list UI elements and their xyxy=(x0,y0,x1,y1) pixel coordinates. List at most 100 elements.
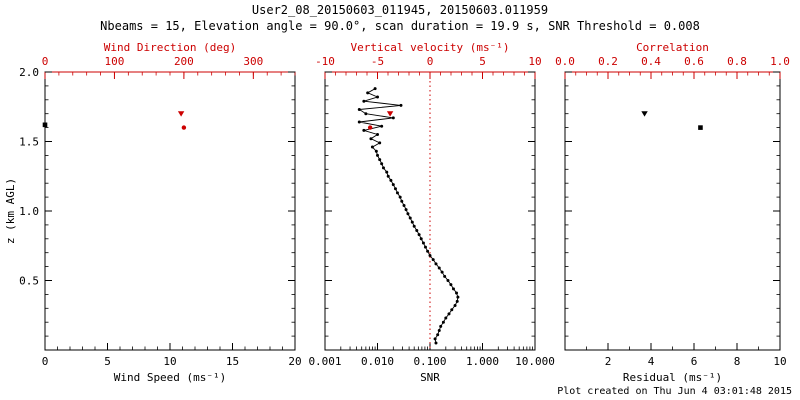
wind-direction-triangle-marker xyxy=(177,111,185,117)
snr-profile-marker xyxy=(421,241,425,245)
snr-profile-marker xyxy=(395,191,399,195)
residual-panel: 2 4 6 8 10 Residual (ms⁻¹) 0.0 0.2 0.4 0.6 0.8 1.0 C… xyxy=(555,41,790,384)
snr-profile-marker xyxy=(440,270,444,274)
snr-profile-marker xyxy=(357,108,361,112)
residual-square-marker xyxy=(698,125,703,130)
snr-profile-marker xyxy=(443,274,447,278)
vertical-velocity-dot-marker xyxy=(367,125,373,130)
snr-profile-marker xyxy=(402,203,406,207)
residual-frame xyxy=(564,71,781,351)
snr-profile-marker xyxy=(406,212,410,216)
ytick-label: 1.0 xyxy=(19,205,39,218)
wind-xaxis-title: Wind Speed (ms⁻¹) xyxy=(114,371,227,384)
snr-profile-marker xyxy=(398,195,402,199)
snr-profile-marker xyxy=(434,262,438,266)
residual-xtick-label: 6 xyxy=(691,355,698,368)
snr-profile-marker xyxy=(437,329,441,333)
snr-top-tick-label: 5 xyxy=(479,55,486,68)
wind-top-axis-title: Wind Direction (deg) xyxy=(104,41,236,54)
creation-timestamp: Plot created on Thu Jun 4 03:01:48 2015 xyxy=(557,386,792,397)
snr-profile-marker xyxy=(417,233,421,237)
residual-top-tick-label: 0.6 xyxy=(684,55,704,68)
wind-frame xyxy=(44,71,296,351)
snr-top-axis-title: Vertical velocity (ms⁻¹) xyxy=(351,41,510,54)
snr-top-tick-label: 0 xyxy=(427,55,434,68)
snr-profile-marker xyxy=(441,320,445,324)
ytick-label: 1.5 xyxy=(19,136,39,149)
residual-top-tick-label: 0.8 xyxy=(727,55,747,68)
snr-profile-marker xyxy=(447,312,451,316)
snr-profile-marker xyxy=(376,133,379,137)
vertical-velocity-triangle-marker xyxy=(386,111,394,117)
snr-profile-marker xyxy=(439,324,443,328)
snr-top-tick-label: -5 xyxy=(371,55,384,68)
snr-profile-marker xyxy=(376,153,379,157)
snr-xtick-label: 0.001 xyxy=(308,355,341,368)
snr-profile-marker xyxy=(415,228,419,232)
snr-xtick-label: 1.000 xyxy=(466,355,499,368)
snr-panel: 0.001 0.010 0.100 1.000 10.000 SNR -10 -5 0 5 10 Ve… xyxy=(308,41,554,384)
snr-profile-line xyxy=(357,88,459,344)
wind-xtick-label: 20 xyxy=(288,355,301,368)
snr-profile-marker xyxy=(404,208,408,212)
snr-profile-marker xyxy=(423,245,427,249)
wind-top-tick-label: 300 xyxy=(243,55,263,68)
residual-triangle-marker xyxy=(641,111,648,117)
snr-profile-marker xyxy=(366,91,370,95)
snr-profile-marker xyxy=(451,287,455,291)
snr-profile-marker xyxy=(369,137,373,141)
residual-top-tick-label: 0.4 xyxy=(641,55,661,68)
wind-top-tick-label: 100 xyxy=(105,55,125,68)
snr-profile-marker xyxy=(456,295,460,299)
snr-profile-marker xyxy=(410,220,414,224)
snr-profile-marker xyxy=(381,166,385,170)
snr-top-tick-label: 10 xyxy=(528,55,541,68)
snr-profile-marker xyxy=(357,120,361,124)
snr-profile-marker xyxy=(391,116,395,120)
wind-direction-dot-marker xyxy=(181,125,187,130)
wind-panel: 0 5 10 15 20 Wind Speed (ms⁻¹) 0 100 200 300 Wind … xyxy=(19,41,302,384)
snr-profile-marker xyxy=(374,149,378,153)
snr-profile-marker xyxy=(453,304,457,308)
residual-xtick-label: 2 xyxy=(605,355,612,368)
yaxis-title: z (km AGL) xyxy=(4,178,17,244)
snr-profile-marker xyxy=(408,216,412,220)
snr-profile-marker xyxy=(373,87,377,91)
snr-profile-marker xyxy=(419,237,423,241)
snr-profile-marker xyxy=(455,291,459,295)
snr-profile-marker xyxy=(434,341,438,345)
snr-profile-marker xyxy=(455,299,459,303)
snr-profile-marker xyxy=(370,145,374,149)
snr-profile-marker xyxy=(385,170,389,174)
residual-xtick-label: 8 xyxy=(734,355,741,368)
snr-profile-marker xyxy=(378,141,382,145)
wind-xtick-label: 0 xyxy=(42,355,49,368)
residual-xtick-label: 4 xyxy=(648,355,655,368)
residual-top-tick-label: 0.2 xyxy=(598,55,618,68)
snr-profile-marker xyxy=(412,224,416,228)
wind-top-tick-label: 200 xyxy=(174,55,194,68)
snr-top-tick-label: -10 xyxy=(315,55,335,68)
wind-speed-points-marker xyxy=(42,122,48,128)
snr-profile-marker xyxy=(433,337,437,341)
snr-profile-marker xyxy=(362,128,366,132)
snr-profile-marker xyxy=(400,199,404,203)
snr-profile-marker xyxy=(450,308,454,312)
snr-profile-marker xyxy=(386,174,390,178)
residual-top-axis-title: Correlation xyxy=(636,41,709,54)
snr-profile-marker xyxy=(362,99,366,103)
wind-xtick-label: 15 xyxy=(226,355,239,368)
residual-top-tick-label: 0.0 xyxy=(555,55,575,68)
snr-profile-marker xyxy=(437,266,441,270)
snr-profile-marker xyxy=(446,279,450,282)
plot-subtitle: Nbeams = 15, Elevation angle = 90.0°, sc… xyxy=(100,19,700,33)
snr-profile-marker xyxy=(380,162,384,166)
snr-profile-marker xyxy=(364,112,368,116)
snr-xtick-label: 0.100 xyxy=(413,355,446,368)
snr-xtick-label: 10.000 xyxy=(515,355,555,368)
snr-profile-marker xyxy=(378,158,382,162)
snr-profile-marker xyxy=(444,316,448,320)
snr-profile-marker xyxy=(426,249,430,253)
snr-profile-marker xyxy=(449,283,453,287)
